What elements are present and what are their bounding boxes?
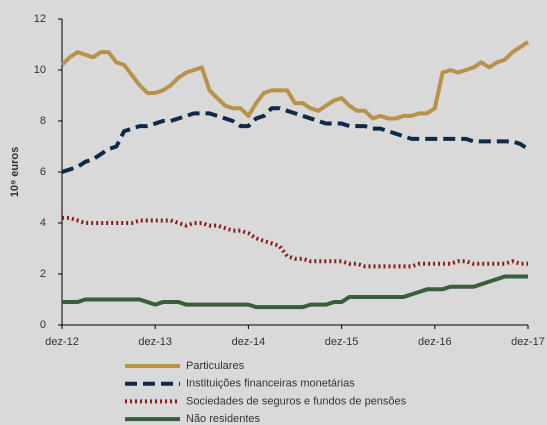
y-axis-label: 10⁹ euros <box>9 147 21 197</box>
x-tick-label: dez-15 <box>325 336 359 348</box>
legend-label: Instituições financeiras monetárias <box>186 378 355 390</box>
x-tick-label: dez-14 <box>232 336 266 348</box>
legend-label: Não residentes <box>186 413 260 425</box>
y-tick-label: 8 <box>40 115 46 127</box>
y-tick-label: 2 <box>40 268 46 280</box>
legend-label: Sociedades de seguros e fundos de pensõe… <box>186 395 407 407</box>
y-tick-label: 4 <box>40 217 46 229</box>
x-tick-label: dez-17 <box>511 336 545 348</box>
legend-label: Particulares <box>186 360 245 372</box>
series-line <box>62 215 528 269</box>
y-tick-label: 6 <box>40 166 46 178</box>
x-tick-label: dez-16 <box>418 336 452 348</box>
y-tick-label: 12 <box>34 13 46 25</box>
series-line <box>62 274 528 310</box>
series-line <box>61 106 530 174</box>
series-line <box>60 40 530 121</box>
x-tick-label: dez-12 <box>45 336 79 348</box>
y-tick-label: 10 <box>34 64 46 76</box>
x-tick-label: dez-13 <box>138 336 172 348</box>
y-tick-label: 0 <box>40 319 46 331</box>
